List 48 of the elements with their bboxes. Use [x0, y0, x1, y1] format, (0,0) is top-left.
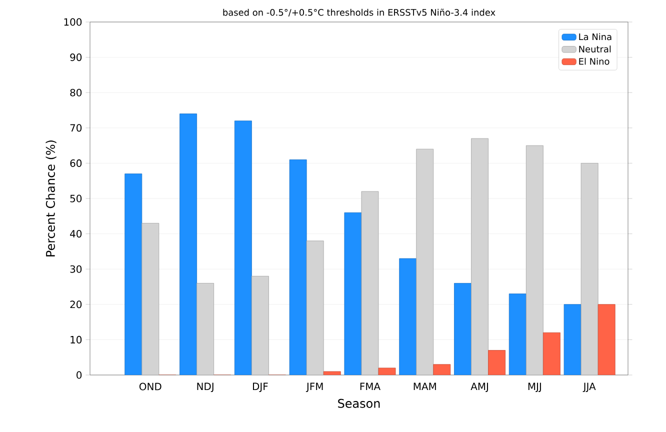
bar — [580, 163, 598, 375]
bar — [399, 258, 417, 375]
bar — [251, 276, 269, 375]
bar — [361, 191, 379, 375]
y-tick-label: 60 — [70, 159, 82, 167]
bar — [433, 364, 450, 375]
x-tick-label: FMA — [360, 382, 380, 390]
y-tick-label: 90 — [70, 54, 82, 62]
y-tick-label: 20 — [70, 300, 82, 308]
x-tick-label: NDJ — [197, 382, 214, 392]
y-tick-label: 70 — [70, 124, 82, 132]
bar — [344, 212, 362, 375]
x-axis-title: Season — [338, 398, 380, 408]
bar — [542, 332, 560, 375]
x-tick-label: JJA — [582, 382, 596, 392]
y-tick-label: 40 — [70, 230, 82, 238]
x-tick-label: MJJ — [528, 382, 541, 392]
bar — [416, 148, 434, 375]
legend-label: La Nina — [579, 33, 612, 40]
y-axis-title: Percent Chance (%) — [46, 140, 56, 256]
bar — [598, 304, 616, 375]
x-tick-label: MAM — [414, 382, 436, 390]
bar — [180, 114, 197, 375]
bar — [454, 283, 472, 375]
chart-title: based on -0.5°/+0.5°C thresholds in ERSSTv5 Niño-3.4 index — [223, 8, 496, 16]
bar — [124, 174, 142, 375]
y-tick-label: 0 — [76, 371, 82, 379]
x-tick-label: JFM — [306, 382, 323, 392]
bar — [289, 159, 307, 375]
y-tick-label: 100 — [64, 18, 82, 26]
y-tick-label: 30 — [70, 265, 82, 273]
bar — [142, 223, 160, 375]
x-tick-label: OND — [139, 382, 162, 390]
legend-label: El Nino — [579, 58, 610, 65]
x-tick-label: AMJ — [470, 382, 488, 392]
bar — [564, 304, 582, 375]
legend-label: Neutral — [579, 46, 611, 52]
bar — [488, 350, 506, 375]
bar — [196, 283, 214, 375]
bar — [508, 294, 526, 375]
bar — [306, 240, 324, 375]
bar — [234, 120, 252, 375]
y-tick-label: 50 — [70, 194, 82, 202]
x-tick-label: DJF — [253, 382, 268, 392]
bar — [471, 138, 488, 375]
y-tick-label: 10 — [70, 336, 82, 344]
bar — [526, 145, 544, 375]
y-tick-label: 80 — [70, 88, 82, 96]
